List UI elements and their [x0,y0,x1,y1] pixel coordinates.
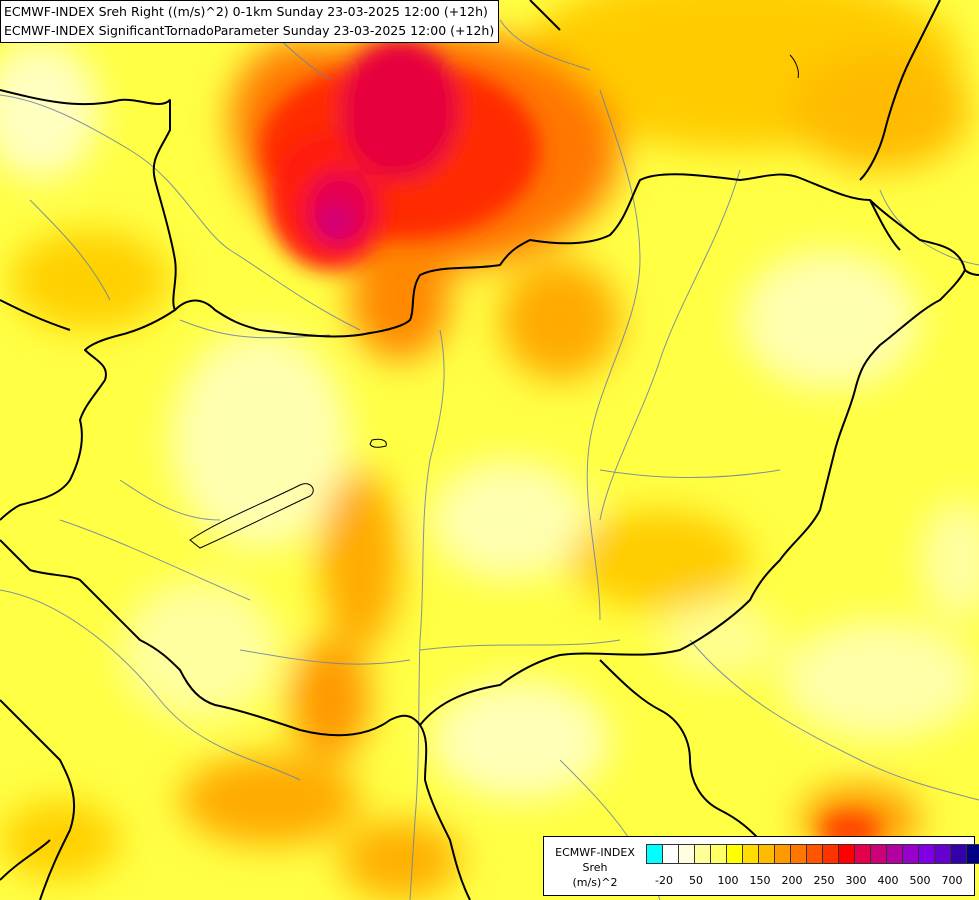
legend-tick-label: 500 [909,874,931,887]
legend-swatch [886,844,902,864]
lake-outline [189,483,314,549]
legend-tick-label: 200 [781,874,803,887]
legend-tick-label: 150 [749,874,771,887]
legend-tick-label: 400 [877,874,899,887]
title-line-stp: ECMWF-INDEX SignificantTornadoParameter … [4,23,495,38]
color-legend: ECMWF-INDEX Sreh (m/s)^2 -20 50 100 150 200 2… [543,836,979,896]
legend-swatch [870,844,886,864]
legend-tick-label: 100 [717,874,739,887]
legend-color-scale [646,844,979,866]
legend-swatch [966,844,979,864]
legend-swatch [790,844,806,864]
legend-swatch [774,844,790,864]
legend-swatch [694,844,710,864]
legend-swatch [726,844,742,864]
legend-swatch [838,844,854,864]
legend-swatch [950,844,966,864]
small-lake-outline [369,438,387,448]
title-line-sreh: ECMWF-INDEX Sreh Right ((m/s)^2) 0-1km S… [4,4,488,19]
legend-tick-labels: -20 50 100 150 200 250 300 400 500 700 [646,874,970,888]
legend-labels: ECMWF-INDEX Sreh (m/s)^2 [548,845,642,890]
legend-source: ECMWF-INDEX [555,846,635,859]
legend-tick-label: 250 [813,874,835,887]
legend-swatch [902,844,918,864]
legend-parameter: Sreh [582,861,608,874]
legend-swatch [678,844,694,864]
legend-swatch [710,844,726,864]
legend-tick-label: 300 [845,874,867,887]
small-lake-outline-2 [789,54,799,79]
legend-swatch [806,844,822,864]
legend-swatch [742,844,758,864]
legend-swatch [934,844,950,864]
legend-unit: (m/s)^2 [572,876,618,889]
legend-swatch [646,844,662,864]
legend-tick-label: -20 [655,874,673,887]
legend-swatch [822,844,838,864]
sreh-field-core [260,40,880,848]
legend-swatch [918,844,934,864]
legend-tick-label: 700 [941,874,963,887]
legend-tick-label: 50 [689,874,703,887]
map-title-box: ECMWF-INDEX Sreh Right ((m/s)^2) 0-1km S… [0,0,500,43]
legend-swatch [662,844,678,864]
legend-swatch [854,844,870,864]
legend-swatch [758,844,774,864]
